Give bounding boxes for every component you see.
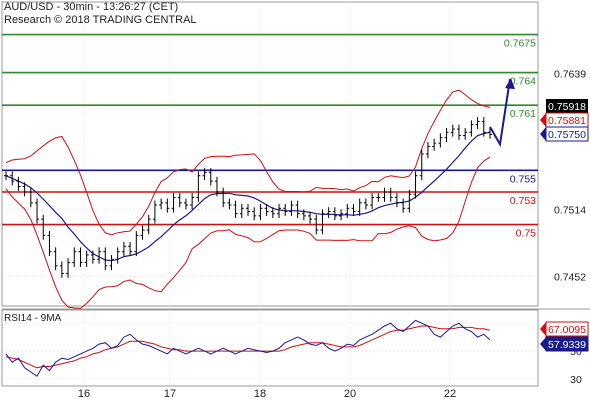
copyright-label: Research © 2018 TRADING CENTRAL — [4, 14, 197, 26]
level-label: 0.755 — [510, 173, 536, 185]
price-badge-label: 0.75881 — [548, 115, 586, 127]
level-label: 0.761 — [510, 108, 536, 120]
level-label: 0.7675 — [504, 38, 536, 50]
rsi-ma-line — [5, 325, 491, 369]
x-tick-label: 17 — [164, 388, 176, 400]
rsi-title: RSI14 - 9MA — [4, 313, 62, 324]
rsi-plot-frame — [1, 309, 539, 387]
price-badge-pointer — [540, 113, 546, 127]
forecast-arrow — [489, 78, 511, 148]
rsi-badge-pointer — [540, 337, 546, 351]
rsi-line — [5, 319, 491, 377]
x-tick-label: 20 — [344, 388, 356, 400]
price-badge-label: 0.75750 — [548, 129, 586, 141]
price-badge-pointer — [540, 127, 546, 141]
x-tick-label: 16 — [78, 388, 90, 400]
bollinger-upper-line — [5, 89, 491, 236]
y-tick-label: 0.7639 — [554, 69, 586, 81]
rsi-badge-pointer — [540, 322, 546, 336]
rsi-badge-label: 67.0095 — [548, 324, 586, 336]
level-label: 0.75 — [516, 228, 537, 240]
bollinger-lower-line — [5, 156, 491, 309]
price-badge-box — [546, 99, 588, 113]
forecast-arrow-head — [505, 78, 515, 90]
y-tick-label: 0.7452 — [554, 272, 586, 284]
rsi-badge-label: 57.9339 — [548, 339, 586, 351]
x-tick-label: 18 — [254, 388, 266, 400]
level-label: 0.764 — [510, 76, 536, 88]
chart-title: AUD/USD - 30min - 13:26:27 (CET) — [4, 1, 179, 13]
main-plot-frame — [1, 1, 539, 307]
y-tick-label: 0.7514 — [554, 204, 586, 216]
rsi-y-tick-label: 50 — [570, 346, 582, 358]
level-label: 0.753 — [510, 195, 536, 207]
moving-average-line — [5, 131, 491, 262]
price-badge-label: 0.75918 — [548, 101, 586, 113]
rsi-y-tick-label: 30 — [570, 374, 582, 386]
x-tick-label: 22 — [444, 388, 456, 400]
